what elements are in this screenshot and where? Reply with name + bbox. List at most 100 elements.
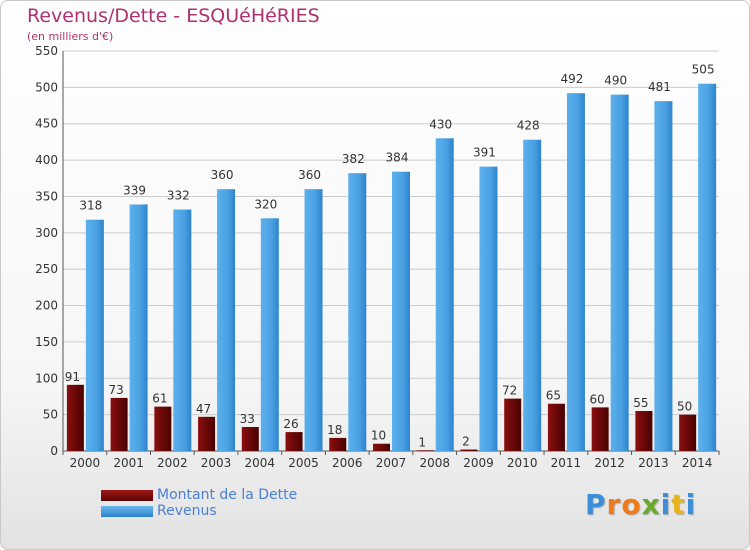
legend-swatch-revenus	[101, 506, 153, 517]
bar-dette	[635, 411, 653, 451]
data-label-revenus: 428	[517, 119, 540, 133]
data-label-dette: 47	[196, 402, 211, 416]
x-tick-label: 2007	[376, 456, 407, 470]
legend-label-dette: Montant de la Dette	[157, 487, 298, 503]
bar-revenus	[523, 139, 542, 451]
data-label-revenus: 320	[254, 197, 277, 211]
data-label-dette: 26	[283, 417, 298, 431]
data-label-dette: 65	[546, 389, 561, 403]
data-label-dette: 55	[633, 396, 648, 410]
data-label-revenus: 492	[560, 72, 583, 86]
data-label-revenus: 360	[298, 168, 321, 182]
y-tick-label: 400	[35, 153, 58, 167]
data-label-dette: 73	[108, 383, 123, 397]
logo-letter: o	[621, 488, 642, 521]
x-tick-label: 2001	[113, 456, 144, 470]
logo-letter: t	[671, 488, 686, 521]
bar-dette	[373, 443, 390, 451]
data-label-revenus: 505	[692, 63, 715, 77]
y-tick-label: 0	[50, 444, 58, 458]
y-tick-label: 100	[35, 371, 58, 385]
bar-dette	[241, 427, 259, 451]
data-label-revenus: 490	[604, 74, 627, 88]
bar-revenus	[654, 101, 673, 451]
logo-letter: r	[606, 488, 622, 521]
x-tick-label: 2008	[419, 456, 450, 470]
logo-letter: i	[660, 488, 672, 521]
y-tick-label: 350	[35, 189, 58, 203]
bar-dette	[154, 406, 172, 451]
y-tick-label: 50	[43, 408, 58, 422]
data-label-dette: 61	[152, 392, 167, 406]
chart-title: Revenus/Dette - ESQUéHéRIES	[27, 5, 320, 27]
bar-dette	[504, 398, 522, 451]
logo-letter: x	[641, 488, 661, 521]
y-tick-label: 450	[35, 117, 58, 131]
data-label-revenus: 360	[211, 168, 234, 182]
bar-dette	[591, 407, 609, 451]
x-tick-label: 2012	[594, 456, 625, 470]
data-label-dette: 60	[590, 392, 605, 406]
x-tick-label: 2004	[245, 456, 276, 470]
proxiti-logo: Proxiti	[585, 488, 696, 521]
bar-revenus	[129, 204, 148, 451]
data-label-dette: 50	[677, 400, 692, 414]
data-label-dette: 2	[462, 435, 470, 449]
bar-dette	[679, 414, 697, 451]
data-label-revenus: 318	[79, 199, 102, 213]
x-tick-label: 2010	[507, 456, 538, 470]
bar-revenus	[260, 218, 279, 451]
chart-subtitle: (en milliers d'€)	[27, 30, 114, 43]
data-label-dette: 10	[371, 429, 386, 443]
data-label-revenus: 391	[473, 146, 496, 160]
legend-swatch-dette	[101, 490, 153, 501]
bar-dette	[198, 416, 216, 451]
bar-dette	[285, 432, 303, 451]
data-label-revenus: 481	[648, 80, 671, 94]
x-tick-label: 2014	[682, 456, 713, 470]
bar-revenus	[173, 209, 192, 451]
x-tick-label: 2011	[551, 456, 582, 470]
bar-dette	[547, 403, 565, 451]
bar-dette	[66, 384, 84, 451]
data-label-revenus: 382	[342, 152, 365, 166]
bar-revenus	[392, 171, 410, 451]
y-tick-label: 250	[35, 262, 58, 276]
data-label-revenus: 339	[123, 183, 146, 197]
bar-dette	[460, 449, 478, 451]
data-label-dette: 91	[65, 370, 80, 384]
y-tick-label: 200	[35, 299, 58, 313]
data-label-revenus: 384	[386, 151, 409, 165]
bar-revenus	[698, 83, 717, 452]
bar-revenus	[566, 93, 585, 451]
x-tick-label: 2009	[463, 456, 494, 470]
bar-dette	[329, 437, 347, 451]
bar-revenus	[217, 189, 236, 451]
x-tick-label: 2005	[288, 456, 319, 470]
data-label-dette: 1	[418, 435, 426, 449]
bar-revenus	[348, 173, 367, 451]
bar-revenus	[479, 166, 498, 452]
data-label-dette: 33	[240, 412, 255, 426]
bar-dette	[416, 450, 434, 452]
logo-letter: P	[585, 488, 607, 521]
x-tick-label: 2000	[70, 456, 101, 470]
bar-revenus	[304, 189, 323, 451]
logo-letter: i	[685, 488, 697, 521]
data-label-revenus: 332	[167, 189, 190, 203]
bar-revenus	[610, 94, 629, 452]
data-label-dette: 18	[327, 423, 342, 437]
data-label-revenus: 430	[429, 117, 452, 131]
data-label-dette: 72	[502, 384, 517, 398]
y-tick-label: 150	[35, 335, 58, 349]
bar-dette	[110, 397, 128, 451]
x-tick-label: 2002	[157, 456, 188, 470]
x-tick-label: 2003	[201, 456, 232, 470]
bar-revenus	[435, 138, 454, 452]
legend-label-revenus: Revenus	[157, 503, 217, 519]
y-tick-label: 550	[35, 44, 58, 58]
bar-revenus	[85, 219, 104, 451]
y-tick-label: 500	[35, 80, 58, 94]
